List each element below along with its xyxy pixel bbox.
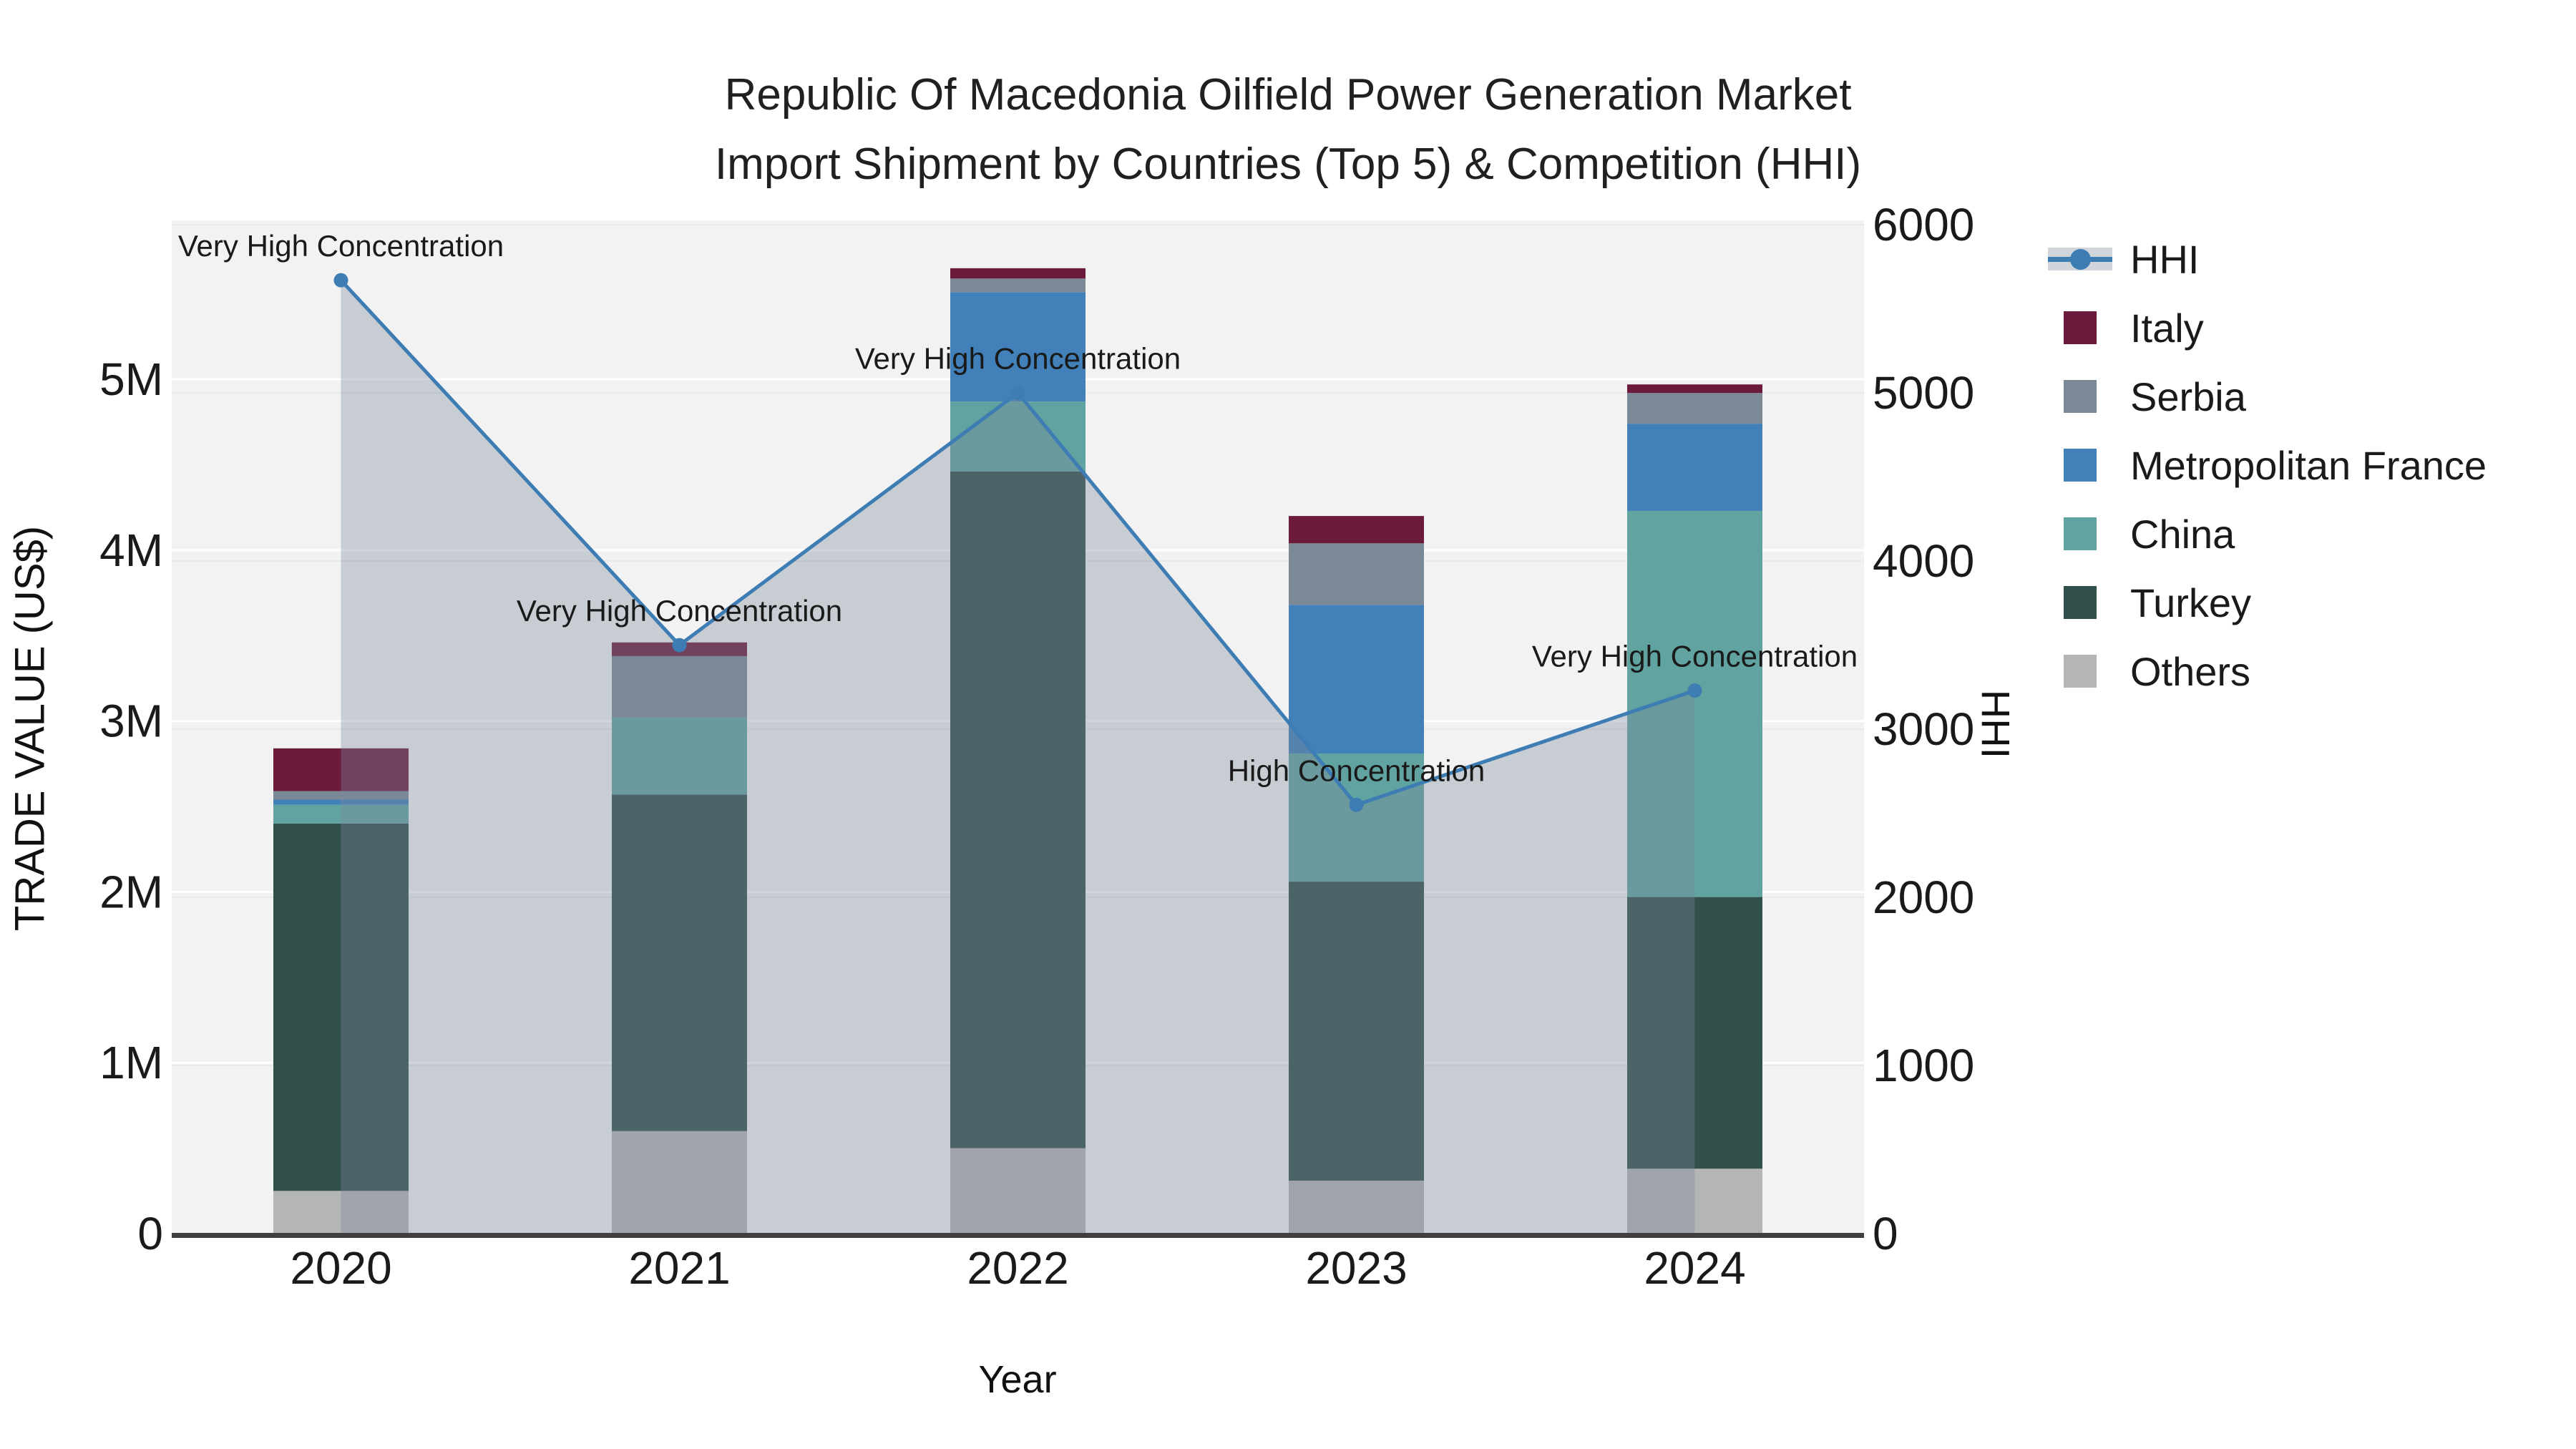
left-tick-label: 5M	[99, 353, 163, 405]
annotation-2021: Very High Concentration	[517, 594, 842, 628]
legend-item-metropolitan-france[interactable]: Metropolitan France	[2048, 431, 2487, 499]
bar-segment-turkey	[612, 794, 747, 1131]
bar-segment-china	[612, 717, 747, 795]
right-axis-title: HHI	[1973, 689, 2019, 759]
legend-label: Italy	[2130, 305, 2204, 351]
bar-segment-serbia	[950, 278, 1085, 293]
annotation-2020: Very High Concentration	[178, 229, 504, 263]
bar-segment-china	[950, 401, 1085, 472]
annotation-2024: Very High Concentration	[1532, 640, 1858, 673]
legend-line-swatch-icon	[2048, 238, 2112, 280]
annotation-2023: High Concentration	[1228, 753, 1485, 787]
bar-segment-serbia	[1627, 393, 1762, 424]
hhi-marker	[672, 638, 687, 653]
legend-square-swatch-icon	[2048, 306, 2112, 349]
legend-square-swatch-icon	[2048, 444, 2112, 487]
chart-title: Republic Of Macedonia Oilfield Power Gen…	[0, 60, 2576, 199]
legend-label: HHI	[2130, 236, 2200, 282]
hhi-marker	[333, 273, 348, 288]
bar-segment-italy	[1289, 516, 1424, 544]
legend-color-square	[2064, 449, 2097, 482]
legend-line-dot	[2070, 249, 2091, 270]
legend-label: Metropolitan France	[2130, 442, 2487, 488]
bar-segment-metropolitan-france	[273, 799, 409, 805]
legend-label: Serbia	[2130, 374, 2246, 419]
bar-segment-italy	[950, 268, 1085, 279]
right-tick-label: 6000	[1873, 199, 1974, 250]
right-tick-label: 3000	[1873, 703, 1974, 755]
legend-item-china[interactable]: China	[2048, 499, 2487, 568]
legend-label: China	[2130, 511, 2235, 557]
bar-segment-others	[950, 1148, 1085, 1234]
left-tick-label: 1M	[99, 1037, 163, 1088]
legend-label: Others	[2130, 648, 2251, 694]
bar-segment-serbia	[273, 791, 409, 800]
right-tick-label: 4000	[1873, 535, 1974, 587]
bar-segment-others	[612, 1131, 747, 1234]
bar-segment-turkey	[1289, 882, 1424, 1181]
hhi-marker	[1010, 386, 1025, 401]
bar-segment-others	[1289, 1180, 1424, 1234]
x-tick-label: 2020	[290, 1242, 391, 1294]
legend-item-others[interactable]: Others	[2048, 637, 2487, 706]
legend-item-serbia[interactable]: Serbia	[2048, 362, 2487, 431]
x-axis-title: Year	[978, 1358, 1057, 1401]
legend-square-swatch-icon	[2048, 581, 2112, 624]
x-tick-label: 2023	[1305, 1242, 1407, 1294]
legend-item-turkey[interactable]: Turkey	[2048, 568, 2487, 637]
legend-item-italy[interactable]: Italy	[2048, 293, 2487, 362]
legend-color-square	[2064, 311, 2097, 344]
legend-item-hhi[interactable]: HHI	[2048, 225, 2487, 293]
left-tick-label: 0	[137, 1208, 163, 1259]
right-tick-label: 1000	[1873, 1040, 1974, 1091]
legend-square-swatch-icon	[2048, 650, 2112, 693]
legend-color-square	[2064, 517, 2097, 550]
bar-segment-serbia	[612, 655, 747, 718]
legend: HHI Italy Serbia Metropolitan France China Tu…	[2048, 225, 2487, 706]
hhi-marker	[1687, 683, 1702, 698]
left-axis-title: TRADE VALUE (US$)	[6, 525, 54, 932]
bar-segment-china	[273, 804, 409, 824]
legend-label: Turkey	[2130, 580, 2252, 625]
hhi-marker	[1349, 797, 1364, 812]
bar-segment-metropolitan-france	[950, 292, 1085, 402]
legend-square-swatch-icon	[2048, 512, 2112, 555]
x-tick-label: 2024	[1644, 1242, 1745, 1294]
legend-color-square	[2064, 655, 2097, 688]
right-tick-label: 5000	[1873, 367, 1974, 419]
x-tick-label: 2021	[628, 1242, 730, 1294]
bar-segment-turkey	[1627, 897, 1762, 1169]
chart-title-line1: Republic Of Macedonia Oilfield Power Gen…	[724, 70, 1852, 119]
legend-color-square	[2064, 586, 2097, 619]
hhi-area	[341, 280, 1695, 1234]
bar-segment-metropolitan-france	[1289, 605, 1424, 754]
x-axis-line	[172, 1233, 1864, 1238]
left-tick-label: 3M	[99, 696, 163, 747]
right-tick-label: 2000	[1873, 872, 1974, 923]
chart-title-line2: Import Shipment by Countries (Top 5) & C…	[714, 140, 1862, 189]
annotation-2022: Very High Concentration	[855, 342, 1181, 376]
bar-segment-china	[1289, 753, 1424, 882]
left-tick-label: 2M	[99, 866, 163, 917]
left-tick-label: 4M	[99, 525, 163, 576]
bar-segment-others	[1627, 1169, 1762, 1234]
x-tick-label: 2022	[967, 1242, 1068, 1294]
right-tick-label: 0	[1873, 1208, 1898, 1259]
legend-color-square	[2064, 380, 2097, 413]
bar-segment-others	[273, 1191, 409, 1234]
bar-segment-turkey	[273, 823, 409, 1191]
bar-segment-italy	[273, 748, 409, 791]
bar-segment-italy	[1627, 384, 1762, 394]
bar-segment-turkey	[950, 472, 1085, 1148]
bar-segment-metropolitan-france	[1627, 424, 1762, 511]
bar-segment-serbia	[1289, 543, 1424, 605]
legend-square-swatch-icon	[2048, 375, 2112, 418]
